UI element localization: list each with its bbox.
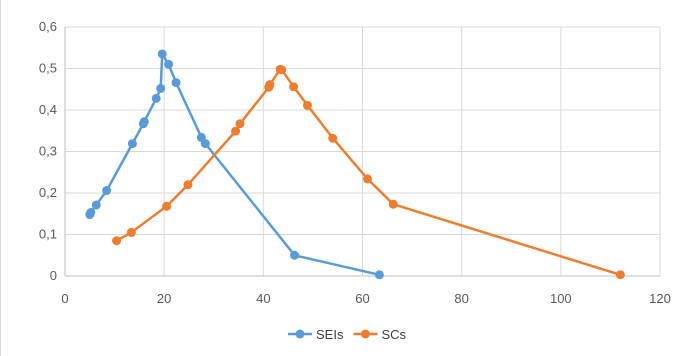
series-scs	[112, 64, 625, 280]
x-tick-label: 20	[157, 291, 171, 306]
data-point-scs	[289, 82, 299, 92]
series-line-seis	[88, 52, 380, 277]
y-tick-label: 0,5	[39, 61, 57, 76]
legend-label-scs: SCs	[381, 327, 406, 342]
x-tick-label: 40	[256, 291, 270, 306]
x-tick-label: 60	[355, 291, 369, 306]
data-point-scs	[235, 119, 245, 129]
data-point-seis	[164, 59, 174, 69]
x-tick-label: 120	[649, 291, 671, 306]
data-point-scs	[126, 227, 136, 237]
data-point-scs	[231, 126, 241, 136]
series-line-scs	[115, 68, 621, 276]
y-tick-label: 0,6	[39, 19, 57, 34]
axes: 0 0,1 0,2 0,3 0,4 0,5 0,6 0 20 40 60 80 100 120	[39, 19, 671, 306]
x-tick-label: 0	[61, 291, 68, 306]
series-seis	[85, 49, 384, 280]
legend-marker-seis	[295, 329, 305, 339]
legend-label-seis: SEIs	[316, 327, 344, 342]
data-point-seis	[91, 200, 101, 210]
data-point-scs	[615, 270, 625, 280]
y-tick-label: 0,4	[39, 102, 57, 117]
data-point-seis	[151, 93, 161, 103]
y-tick-label: 0,2	[39, 185, 57, 200]
legend-item-scs: SCs	[353, 327, 407, 342]
data-point-scs	[328, 133, 338, 143]
data-point-scs	[277, 65, 287, 75]
y-tick-label: 0,3	[39, 144, 57, 159]
data-point-scs	[265, 80, 275, 90]
data-point-seis	[156, 83, 166, 93]
data-point-scs	[302, 100, 312, 110]
legend: SEIs SCs	[288, 327, 407, 342]
data-point-scs	[362, 174, 372, 184]
data-point-scs	[112, 236, 122, 246]
data-point-seis	[200, 139, 210, 149]
gridlines	[65, 26, 661, 276]
data-point-seis	[290, 250, 300, 260]
data-point-seis	[374, 270, 384, 280]
x-tick-label: 80	[454, 291, 468, 306]
plot-area	[85, 49, 625, 280]
data-point-seis	[171, 78, 181, 88]
data-point-seis	[157, 49, 167, 59]
data-point-seis	[139, 117, 149, 127]
data-point-scs	[388, 199, 398, 209]
data-point-scs	[162, 201, 172, 211]
data-point-seis	[127, 139, 137, 149]
data-point-seis	[102, 186, 112, 196]
data-point-seis	[86, 208, 96, 218]
legend-item-seis: SEIs	[288, 327, 344, 342]
data-point-scs	[183, 180, 193, 190]
x-tick-label: 100	[550, 291, 572, 306]
y-tick-label: 0	[50, 268, 57, 283]
legend-marker-scs	[360, 329, 370, 339]
y-tick-label: 0,1	[39, 227, 57, 242]
